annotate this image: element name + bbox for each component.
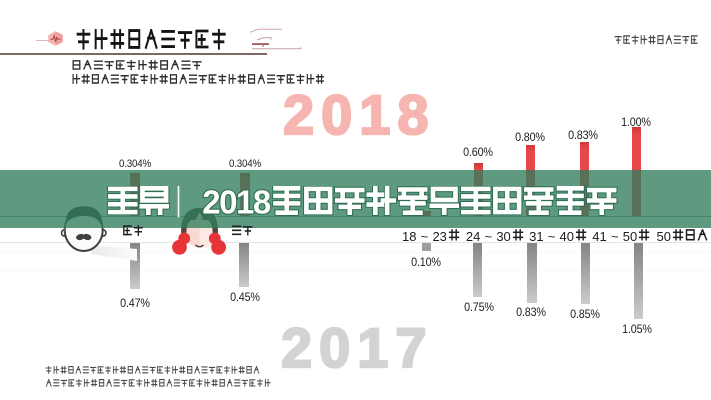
svg-text:0.80%: 0.80% bbox=[515, 131, 545, 144]
svg-text:0.83%: 0.83% bbox=[516, 306, 546, 319]
svg-text:0.45%: 0.45% bbox=[230, 291, 260, 304]
svg-text:0.83%: 0.83% bbox=[569, 129, 599, 142]
svg-text:0.60%: 0.60% bbox=[463, 146, 493, 159]
svg-text:0.47%: 0.47% bbox=[120, 297, 150, 310]
svg-text:1.05%: 1.05% bbox=[622, 323, 652, 336]
svg-text:0.304%: 0.304% bbox=[229, 159, 261, 171]
svg-text:2018: 2018 bbox=[202, 186, 271, 218]
svg-text:0.75%: 0.75% bbox=[464, 301, 494, 314]
svg-text:0.85%: 0.85% bbox=[570, 308, 600, 321]
svg-text:0.10%: 0.10% bbox=[411, 256, 441, 269]
svg-text:0.304%: 0.304% bbox=[119, 159, 151, 171]
svg-text:1.00%: 1.00% bbox=[621, 116, 651, 129]
